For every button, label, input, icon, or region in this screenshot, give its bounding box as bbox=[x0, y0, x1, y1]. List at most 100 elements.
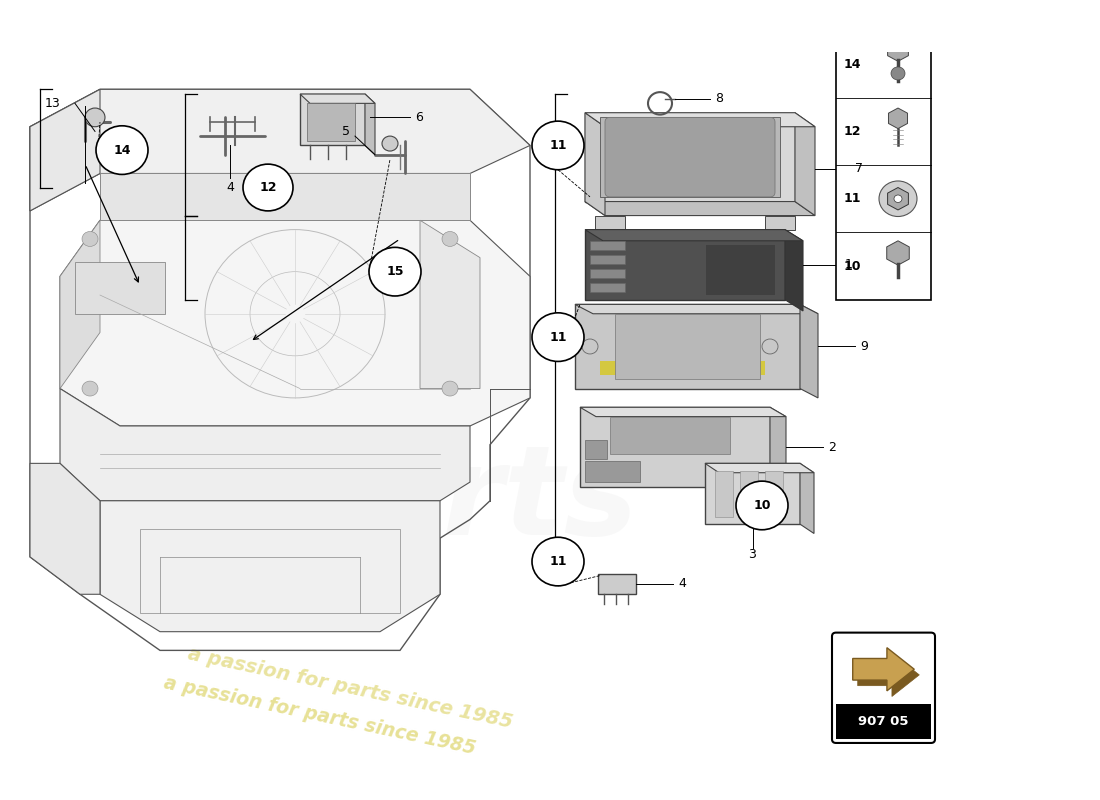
Circle shape bbox=[879, 181, 917, 217]
Polygon shape bbox=[100, 174, 470, 220]
Text: 14: 14 bbox=[113, 144, 131, 157]
FancyBboxPatch shape bbox=[605, 118, 775, 197]
Bar bbox=[836, 704, 931, 739]
Circle shape bbox=[243, 164, 293, 211]
Text: erparts: erparts bbox=[122, 440, 638, 562]
Circle shape bbox=[442, 231, 458, 246]
Text: 907 05: 907 05 bbox=[858, 715, 909, 728]
Text: a passion for parts since 1985: a passion for parts since 1985 bbox=[163, 674, 477, 758]
Circle shape bbox=[891, 67, 905, 80]
Polygon shape bbox=[575, 305, 818, 314]
Text: 9: 9 bbox=[860, 340, 868, 353]
Polygon shape bbox=[770, 407, 786, 496]
Text: 15: 15 bbox=[844, 0, 861, 3]
Text: 4: 4 bbox=[678, 578, 686, 590]
Polygon shape bbox=[60, 220, 530, 426]
Text: 8: 8 bbox=[715, 92, 723, 105]
Text: 11: 11 bbox=[549, 555, 566, 568]
Text: a passion for parts since 1985: a passion for parts since 1985 bbox=[186, 644, 514, 731]
Bar bbox=[725, 361, 764, 374]
Bar bbox=[590, 241, 625, 250]
Text: 11: 11 bbox=[549, 330, 566, 344]
Bar bbox=[75, 262, 165, 314]
Bar bbox=[585, 462, 640, 482]
Bar bbox=[715, 471, 733, 517]
Polygon shape bbox=[300, 94, 375, 103]
Circle shape bbox=[442, 381, 458, 396]
Text: 2: 2 bbox=[828, 441, 836, 454]
Circle shape bbox=[382, 136, 398, 151]
Polygon shape bbox=[785, 230, 803, 311]
Bar bbox=[590, 283, 625, 292]
Text: 5: 5 bbox=[342, 125, 350, 138]
Polygon shape bbox=[795, 113, 815, 215]
Bar bbox=[590, 269, 625, 278]
Circle shape bbox=[96, 126, 148, 174]
Polygon shape bbox=[100, 501, 440, 632]
Bar bbox=[615, 314, 760, 379]
Text: 4: 4 bbox=[227, 181, 234, 194]
Bar bbox=[705, 244, 776, 295]
Text: 13: 13 bbox=[45, 97, 60, 110]
Bar bbox=[600, 361, 635, 374]
Text: 14: 14 bbox=[844, 58, 861, 70]
Polygon shape bbox=[30, 90, 100, 211]
Bar bbox=[590, 255, 625, 264]
Bar bbox=[300, 94, 365, 146]
Bar bbox=[575, 305, 800, 389]
Text: 11: 11 bbox=[844, 192, 861, 206]
Bar bbox=[740, 471, 758, 517]
Text: 11: 11 bbox=[549, 139, 566, 152]
Polygon shape bbox=[30, 463, 100, 594]
Circle shape bbox=[85, 108, 104, 126]
Bar bbox=[580, 407, 770, 486]
Bar bbox=[585, 113, 795, 202]
Text: 1: 1 bbox=[845, 258, 853, 271]
Polygon shape bbox=[585, 230, 803, 241]
Polygon shape bbox=[858, 654, 920, 697]
Polygon shape bbox=[30, 90, 530, 211]
Text: 10: 10 bbox=[844, 259, 861, 273]
Text: 6: 6 bbox=[415, 111, 422, 124]
Bar bbox=[610, 417, 730, 454]
Bar bbox=[600, 118, 780, 197]
Polygon shape bbox=[60, 389, 470, 501]
Bar bbox=[654, 361, 705, 374]
Polygon shape bbox=[800, 463, 814, 534]
Text: 10: 10 bbox=[754, 499, 771, 512]
FancyBboxPatch shape bbox=[832, 633, 935, 743]
Polygon shape bbox=[420, 220, 480, 389]
Bar bbox=[140, 529, 400, 613]
Text: 7: 7 bbox=[855, 162, 864, 175]
Bar bbox=[764, 215, 795, 230]
Polygon shape bbox=[585, 113, 605, 215]
Bar bbox=[585, 230, 785, 300]
Circle shape bbox=[532, 538, 584, 586]
Circle shape bbox=[736, 481, 788, 530]
Polygon shape bbox=[705, 463, 814, 473]
Bar bbox=[585, 440, 607, 458]
Bar bbox=[705, 463, 800, 524]
Text: 12: 12 bbox=[260, 181, 277, 194]
Bar bbox=[598, 574, 636, 594]
Polygon shape bbox=[800, 305, 818, 398]
Bar bbox=[836, 0, 931, 300]
Circle shape bbox=[368, 247, 421, 296]
Circle shape bbox=[532, 121, 584, 170]
Circle shape bbox=[82, 231, 98, 246]
Text: 3: 3 bbox=[749, 547, 757, 561]
Polygon shape bbox=[365, 94, 375, 154]
Polygon shape bbox=[852, 648, 914, 691]
Bar bbox=[595, 215, 625, 230]
Text: 12: 12 bbox=[844, 125, 861, 138]
Bar bbox=[307, 103, 355, 141]
Polygon shape bbox=[585, 202, 815, 215]
Polygon shape bbox=[580, 407, 786, 417]
Text: 15: 15 bbox=[386, 265, 404, 278]
Circle shape bbox=[82, 381, 98, 396]
Circle shape bbox=[894, 195, 902, 202]
Polygon shape bbox=[585, 113, 815, 126]
Polygon shape bbox=[60, 220, 100, 389]
Bar bbox=[764, 471, 783, 517]
Circle shape bbox=[532, 313, 584, 362]
